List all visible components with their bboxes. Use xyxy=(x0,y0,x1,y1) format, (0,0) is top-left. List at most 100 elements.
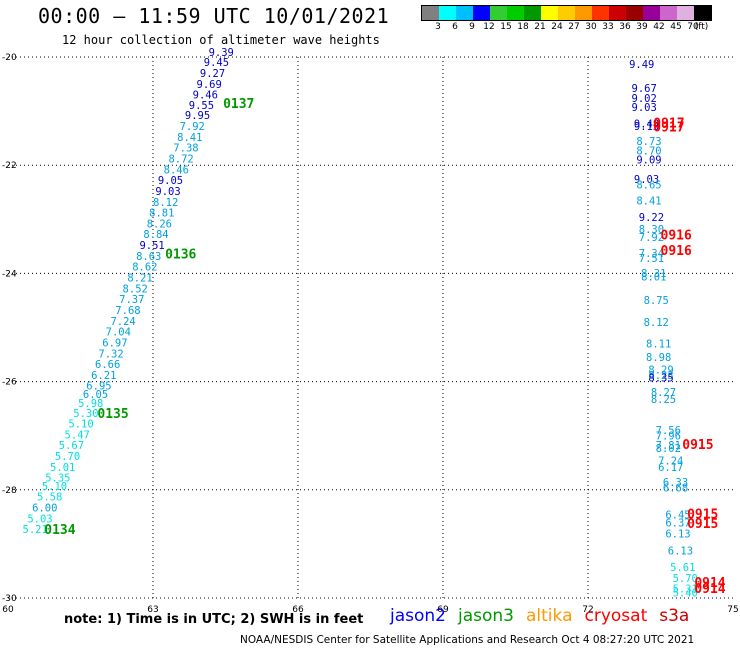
wave-height-label: 9.49 xyxy=(629,59,654,71)
wave-height-label: 7.24 xyxy=(658,455,683,467)
wave-height-label: 7.32 xyxy=(98,348,123,360)
wave-height-label: 5.67 xyxy=(59,440,84,452)
scale-swatch xyxy=(558,6,575,20)
wave-height-label: 7.92 xyxy=(639,232,664,244)
color-scale-legend: 3 6 9 12 15 18 21 24 27 30 33 36 39 42 45 70 (ft) xyxy=(421,5,712,35)
scale-swatch xyxy=(507,6,524,20)
wave-height-label: 8.75 xyxy=(644,295,669,307)
wave-height-label: 6.66 xyxy=(95,359,120,371)
wave-height-label: 9.09 xyxy=(636,155,661,167)
wave-height-label: 8.84 xyxy=(143,229,168,241)
wave-height-label: 9.95 xyxy=(185,110,210,122)
wave-height-label: 7.04 xyxy=(106,327,131,339)
wave-height-label: 8.12 xyxy=(153,197,178,209)
wave-height-label: 9.46 xyxy=(193,90,218,102)
wave-height-label: 7.68 xyxy=(115,305,140,317)
scale-swatch xyxy=(541,6,558,20)
scale-label: 15 xyxy=(500,22,512,32)
wave-height-label: 5.10 xyxy=(42,481,67,493)
lon-tick-label: 75 xyxy=(727,605,738,615)
wave-height-label: 5.70 xyxy=(55,451,80,463)
scale-swatch xyxy=(643,6,660,20)
color-scale-labels: 3 6 9 12 15 18 21 24 27 30 33 36 39 42 45 70 (ft) xyxy=(421,21,710,35)
wave-height-label: 8.23 xyxy=(648,370,673,382)
wave-height-label: 8.25 xyxy=(651,394,676,406)
wave-height-label: 7.92 xyxy=(180,121,205,133)
wave-height-label: 8.21 xyxy=(127,273,152,285)
scale-label: 27 xyxy=(568,22,580,32)
wave-height-label: 7.96 xyxy=(656,430,681,442)
track-id-label: 0914 xyxy=(694,576,725,591)
wave-height-label: 9.03 xyxy=(155,186,180,198)
lon-tick-label: 69 xyxy=(437,605,449,615)
mission-s3a: s3a xyxy=(659,606,690,626)
wave-height-label: 6.21 xyxy=(91,370,116,382)
wave-height-label: 9.03 xyxy=(634,174,659,186)
wave-height-label: 8.02 xyxy=(656,443,681,455)
map-note: note: 1) Time is in UTC; 2) SWH is in fe… xyxy=(64,612,364,627)
wave-height-label: 6.68 xyxy=(663,482,688,494)
map-subtitle: 12 hour collection of altimeter wave hei… xyxy=(62,33,380,47)
wave-height-label: 6.95 xyxy=(86,381,111,393)
wave-height-label: 5.10 xyxy=(68,419,93,431)
track-id-label: 0137 xyxy=(223,97,254,112)
scale-label: 39 xyxy=(636,22,648,32)
wave-height-label: 7.37 xyxy=(119,294,144,306)
wave-height-label: 9.51 xyxy=(139,240,164,252)
wave-height-label: 8.30 xyxy=(639,224,664,236)
wave-height-label: 8.70 xyxy=(636,145,661,157)
wave-height-label: 9.27 xyxy=(200,68,225,80)
wave-height-label: 9.55 xyxy=(189,100,214,112)
lon-tick-label: 72 xyxy=(582,605,593,615)
color-scale-bar xyxy=(421,5,712,21)
track-id-label: 0134 xyxy=(44,523,75,538)
scale-swatch xyxy=(677,6,694,20)
track-id-label: 0915 xyxy=(687,507,718,522)
scale-label: 33 xyxy=(602,22,614,32)
wave-height-label: 6.13 xyxy=(668,546,693,558)
wave-height-label: 5.58 xyxy=(37,492,62,504)
wave-height-label: 6.97 xyxy=(102,337,127,349)
track-id-label: 0135 xyxy=(97,407,128,422)
scale-swatch xyxy=(422,6,439,20)
wave-height-label: 5.01 xyxy=(50,462,75,474)
wave-height-label: 7.56 xyxy=(656,425,681,437)
wave-height-label: 6.45 xyxy=(665,509,690,521)
wave-height-label: 9.69 xyxy=(197,79,222,91)
scale-swatch xyxy=(490,6,507,20)
track-id-label: 0915 xyxy=(682,438,713,453)
scale-label: 21 xyxy=(534,22,546,32)
wave-height-label: 8.41 xyxy=(636,196,661,208)
wave-height-label: 7.34 xyxy=(639,248,664,260)
track-id-label: 0915 xyxy=(687,517,718,532)
wave-height-label: 6.05 xyxy=(83,389,108,401)
scale-swatch xyxy=(575,6,592,20)
scale-label: 24 xyxy=(551,22,563,32)
scale-label: 6 xyxy=(452,22,458,32)
scale-label: 18 xyxy=(517,22,529,32)
scale-label: 30 xyxy=(585,22,597,32)
wave-height-label: 6.33 xyxy=(663,477,688,489)
lat-tick-label: -22 xyxy=(2,161,17,171)
wave-height-label: 9.39 xyxy=(209,47,234,59)
wave-height-label: 9.22 xyxy=(639,212,664,224)
wave-height-label: 9.03 xyxy=(632,102,657,114)
track-id-label: 0914 xyxy=(694,582,725,597)
scale-swatch xyxy=(626,6,643,20)
wave-height-label: 9.48 xyxy=(634,118,659,130)
wave-height-label: 5.31 xyxy=(673,584,698,596)
scale-swatch xyxy=(456,6,473,20)
wave-height-label: 5.40 xyxy=(673,587,698,599)
lat-tick-label: -26 xyxy=(2,378,17,388)
wave-height-label: 6.13 xyxy=(665,528,690,540)
wave-height-label: 9.45 xyxy=(204,57,229,69)
wave-height-label: 8.73 xyxy=(636,136,661,148)
track-id-label: 0916 xyxy=(661,228,692,243)
wave-height-label: 8.52 xyxy=(123,283,148,295)
mission-jason3: jason3 xyxy=(458,606,514,626)
wave-height-label: 8.31 xyxy=(641,268,666,280)
scale-swatch xyxy=(473,6,490,20)
wave-height-label: 8.65 xyxy=(636,179,661,191)
scale-label: (ft) xyxy=(694,22,709,32)
wave-height-label: 5.35 xyxy=(45,473,70,485)
